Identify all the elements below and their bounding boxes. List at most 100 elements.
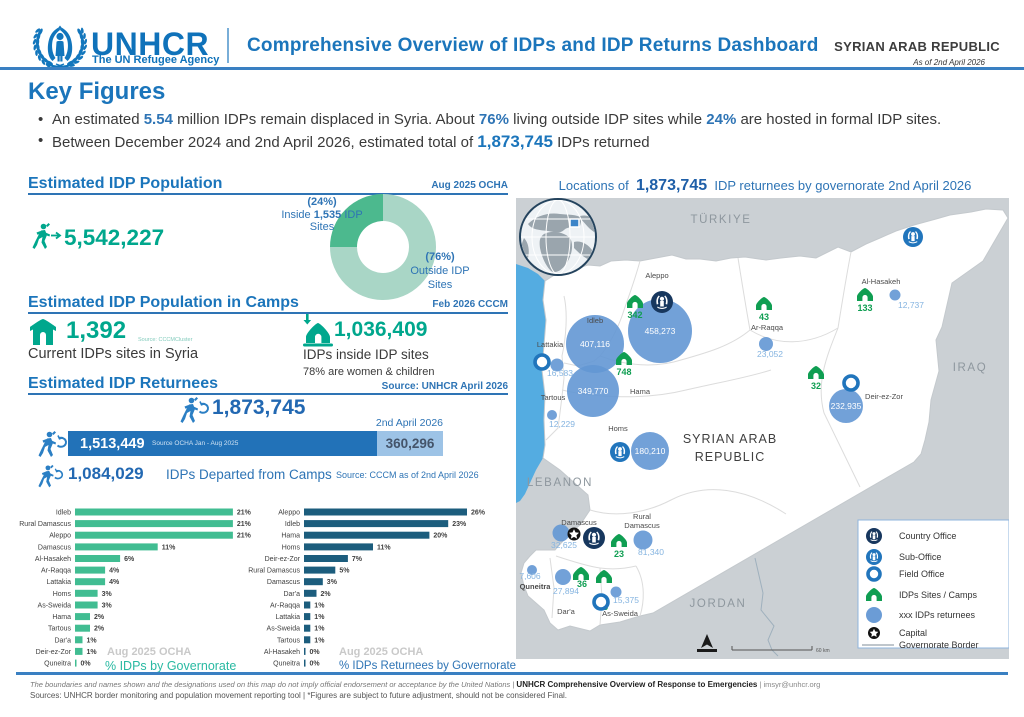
svg-text:As-Sweida: As-Sweida bbox=[38, 603, 72, 610]
svg-text:Homs: Homs bbox=[282, 544, 301, 551]
svg-text:12,737: 12,737 bbox=[898, 300, 924, 310]
svg-text:Homs: Homs bbox=[53, 591, 72, 598]
svg-text:Quneitra: Quneitra bbox=[273, 661, 300, 668]
svg-text:23,052: 23,052 bbox=[757, 349, 783, 359]
svg-text:43: 43 bbox=[759, 312, 769, 322]
svg-text:1%: 1% bbox=[87, 649, 98, 656]
svg-text:As-Sweida: As-Sweida bbox=[602, 609, 639, 618]
svg-text:Country Office: Country Office bbox=[899, 531, 956, 541]
svg-text:11%: 11% bbox=[162, 544, 176, 551]
svg-text:SYRIAN ARAB: SYRIAN ARAB bbox=[683, 432, 777, 446]
svg-text:As-Sweida: As-Sweida bbox=[267, 626, 301, 633]
svg-text:Idleb: Idleb bbox=[56, 510, 71, 517]
svg-text:Tartous: Tartous bbox=[541, 393, 566, 402]
svg-text:Lattakia: Lattakia bbox=[46, 579, 71, 586]
svg-text:Deir-ez-Zor: Deir-ez-Zor bbox=[865, 392, 903, 401]
svg-text:Rural Damascus: Rural Damascus bbox=[19, 521, 71, 528]
svg-text:Aleppo: Aleppo bbox=[49, 533, 71, 540]
svg-text:81,340: 81,340 bbox=[638, 547, 664, 557]
svg-text:Dar'a: Dar'a bbox=[283, 591, 300, 598]
svg-text:26%: 26% bbox=[471, 510, 486, 517]
svg-text:11%: 11% bbox=[377, 544, 391, 551]
svg-text:342: 342 bbox=[627, 310, 642, 320]
svg-text:5%: 5% bbox=[339, 568, 350, 575]
svg-text:Al-Hasakeh: Al-Hasakeh bbox=[264, 649, 300, 656]
svg-text:Tartous: Tartous bbox=[48, 626, 71, 633]
svg-text:Deir-ez-Zor: Deir-ez-Zor bbox=[36, 649, 72, 656]
svg-text:Dar'a: Dar'a bbox=[54, 637, 71, 644]
svg-text:32: 32 bbox=[811, 381, 821, 391]
svg-text:0%: 0% bbox=[310, 649, 321, 656]
svg-text:23: 23 bbox=[614, 549, 624, 559]
svg-text:Rural Damascus: Rural Damascus bbox=[248, 568, 300, 575]
svg-text:Deir-ez-Zor: Deir-ez-Zor bbox=[265, 556, 301, 563]
svg-text:748: 748 bbox=[616, 367, 631, 377]
svg-text:REPUBLIC: REPUBLIC bbox=[695, 450, 766, 464]
svg-text:3%: 3% bbox=[102, 591, 113, 598]
svg-text:xxx IDPs returnees: xxx IDPs returnees bbox=[899, 610, 976, 620]
svg-text:32,625: 32,625 bbox=[551, 540, 577, 550]
svg-text:23%: 23% bbox=[452, 521, 467, 528]
svg-text:458,273: 458,273 bbox=[645, 326, 676, 336]
svg-text:0%: 0% bbox=[81, 661, 92, 668]
svg-text:Damascus: Damascus bbox=[624, 521, 660, 530]
svg-text:Governorate Border: Governorate Border bbox=[899, 640, 979, 650]
svg-text:Ar-Raqqa: Ar-Raqqa bbox=[751, 323, 784, 332]
svg-text:7%: 7% bbox=[352, 556, 363, 563]
svg-text:16,583: 16,583 bbox=[547, 368, 573, 378]
svg-text:1%: 1% bbox=[314, 626, 325, 633]
svg-text:Idleb: Idleb bbox=[587, 316, 603, 325]
svg-text:Aleppo: Aleppo bbox=[645, 271, 668, 280]
svg-text:4%: 4% bbox=[109, 579, 120, 586]
svg-text:Sub-Office: Sub-Office bbox=[899, 552, 941, 562]
svg-text:1%: 1% bbox=[87, 637, 98, 644]
svg-text:Idleb: Idleb bbox=[285, 521, 300, 528]
svg-text:407,116: 407,116 bbox=[580, 339, 610, 349]
svg-text:20%: 20% bbox=[433, 533, 448, 540]
svg-text:2%: 2% bbox=[94, 614, 105, 621]
svg-text:349,770: 349,770 bbox=[578, 386, 609, 396]
svg-text:Ar-Raqqa: Ar-Raqqa bbox=[270, 603, 300, 610]
svg-text:Hama: Hama bbox=[281, 533, 300, 540]
svg-text:27,894: 27,894 bbox=[553, 586, 579, 596]
svg-text:2%: 2% bbox=[94, 626, 105, 633]
svg-text:Dar'a: Dar'a bbox=[557, 607, 576, 616]
svg-text:2%: 2% bbox=[321, 591, 332, 598]
svg-text:Quneitra: Quneitra bbox=[520, 582, 552, 591]
svg-text:Lattakia: Lattakia bbox=[275, 614, 300, 621]
svg-text:6%: 6% bbox=[124, 556, 135, 563]
svg-text:12,229: 12,229 bbox=[549, 419, 575, 429]
svg-text:Damascus: Damascus bbox=[38, 544, 72, 551]
svg-text:IRAQ: IRAQ bbox=[953, 362, 988, 374]
svg-text:1%: 1% bbox=[314, 603, 325, 610]
svg-text:LEBANON: LEBANON bbox=[527, 477, 593, 489]
svg-text:21%: 21% bbox=[237, 533, 252, 540]
svg-text:Capital: Capital bbox=[899, 628, 927, 638]
svg-text:Al-Hasakeh: Al-Hasakeh bbox=[35, 556, 71, 563]
svg-text:21%: 21% bbox=[237, 510, 252, 517]
svg-text:Damascus: Damascus bbox=[561, 518, 597, 527]
svg-text:Hama: Hama bbox=[52, 614, 71, 621]
svg-text:60 km: 60 km bbox=[816, 648, 830, 654]
svg-text:Hama: Hama bbox=[630, 387, 651, 396]
svg-text:21%: 21% bbox=[237, 521, 252, 528]
svg-text:15,375: 15,375 bbox=[613, 595, 639, 605]
svg-text:4%: 4% bbox=[109, 568, 120, 575]
svg-text:Quneitra: Quneitra bbox=[44, 661, 71, 668]
svg-text:IDPs Sites / Camps: IDPs Sites / Camps bbox=[899, 590, 978, 600]
svg-text:0%: 0% bbox=[310, 661, 321, 668]
svg-text:Aleppo: Aleppo bbox=[278, 510, 300, 517]
svg-text:Rural: Rural bbox=[633, 512, 651, 521]
svg-text:Field Office: Field Office bbox=[899, 569, 944, 579]
svg-text:TÜRKIYE: TÜRKIYE bbox=[690, 214, 751, 226]
svg-text:1%: 1% bbox=[314, 614, 325, 621]
svg-text:Tartous: Tartous bbox=[277, 637, 300, 644]
svg-text:1%: 1% bbox=[314, 637, 325, 644]
svg-text:Lattakia: Lattakia bbox=[537, 340, 564, 349]
svg-text:133: 133 bbox=[857, 303, 872, 313]
svg-text:180,210: 180,210 bbox=[635, 446, 666, 456]
svg-text:JORDAN: JORDAN bbox=[690, 598, 747, 610]
svg-text:232,935: 232,935 bbox=[831, 401, 862, 411]
svg-text:36: 36 bbox=[577, 579, 587, 589]
svg-text:Al-Hasakeh: Al-Hasakeh bbox=[862, 277, 901, 286]
